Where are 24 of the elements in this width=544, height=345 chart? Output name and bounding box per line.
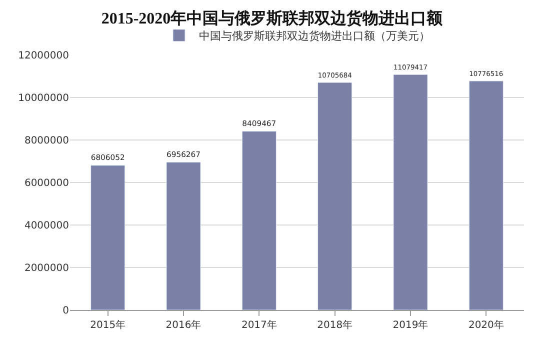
x-tick-label: 2017年 [241, 319, 277, 331]
x-tick-label: 2018年 [317, 319, 353, 331]
bar [166, 162, 201, 310]
data-label: 6956267 [166, 150, 201, 159]
legend-label: 中国与俄罗斯联邦双边货物进出口额（万美元） [199, 30, 430, 43]
y-tick-label: 12000000 [18, 50, 69, 62]
data-label: 6806052 [90, 153, 125, 162]
y-tick-label: 0 [62, 306, 69, 316]
bar [90, 165, 126, 310]
x-tick-label: 2019年 [392, 319, 428, 331]
bar [468, 80, 504, 310]
bar [318, 82, 352, 310]
y-tick-label: 6000000 [24, 178, 69, 189]
y-tick-label: 8000000 [24, 136, 69, 146]
chart-title: 2015-2020年中国与俄罗斯联邦双边货物进出口额 [101, 9, 444, 28]
x-tick-label: 2015年 [90, 319, 126, 331]
y-tick-label: 2000000 [24, 263, 69, 274]
bar [393, 74, 428, 310]
y-tick-label: 4000000 [24, 220, 69, 232]
data-label: 8409467 [242, 119, 276, 128]
bar [242, 131, 276, 310]
y-tick-label: 10000000 [18, 93, 69, 104]
x-tick-label: 2020年 [468, 319, 504, 331]
x-tick-label: 2016年 [166, 319, 202, 331]
